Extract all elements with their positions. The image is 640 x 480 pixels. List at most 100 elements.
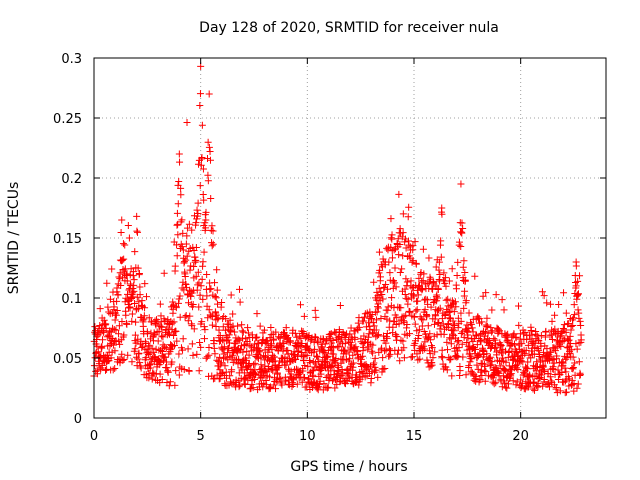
data-point: [96, 353, 104, 361]
data-point: [543, 299, 551, 307]
data-point: [134, 264, 142, 272]
data-point: [133, 227, 141, 235]
data-point: [503, 384, 511, 392]
data-point: [163, 364, 171, 372]
data-point: [394, 350, 402, 358]
data-point: [201, 326, 209, 334]
data-point: [376, 266, 384, 274]
data-point: [465, 362, 473, 370]
data-point: [471, 346, 479, 354]
data-point: [194, 199, 202, 207]
data-point: [524, 358, 532, 366]
data-point: [380, 283, 388, 291]
data-point: [574, 380, 582, 388]
data-point: [415, 274, 423, 282]
data-point: [501, 367, 509, 375]
data-point: [103, 365, 111, 373]
data-point: [360, 332, 368, 340]
data-point: [286, 338, 294, 346]
data-point: [253, 333, 261, 341]
data-point: [107, 354, 115, 362]
data-point: [399, 229, 407, 237]
data-point: [540, 366, 548, 374]
data-point: [522, 364, 530, 372]
data-point: [134, 355, 142, 363]
data-point: [498, 296, 506, 304]
data-point: [458, 229, 466, 237]
data-point: [182, 280, 190, 288]
data-point: [354, 319, 362, 327]
data-point: [399, 210, 407, 218]
data-point: [394, 235, 402, 243]
data-point: [108, 265, 116, 273]
data-point: [481, 377, 489, 385]
data-point: [288, 379, 296, 387]
data-point: [321, 357, 329, 365]
data-point: [455, 337, 463, 345]
data-point: [468, 324, 476, 332]
data-point: [267, 340, 275, 348]
data-point: [270, 353, 278, 361]
data-point: [414, 356, 422, 364]
data-point: [432, 312, 440, 320]
data-point: [434, 285, 442, 293]
data-point: [214, 300, 222, 308]
data-point: [205, 306, 213, 314]
data-point: [321, 349, 329, 357]
data-point: [375, 331, 383, 339]
data-point: [129, 284, 137, 292]
data-point: [179, 335, 187, 343]
data-point: [560, 289, 568, 297]
data-point: [177, 191, 185, 199]
data-point: [190, 325, 198, 333]
data-point: [203, 292, 211, 300]
data-point: [227, 291, 235, 299]
data-point: [514, 366, 522, 374]
data-point: [372, 366, 380, 374]
data-point: [207, 194, 215, 202]
data-point: [194, 268, 202, 276]
data-point: [174, 200, 182, 208]
data-point: [566, 349, 574, 357]
data-point: [270, 381, 278, 389]
data-point: [494, 368, 502, 376]
data-point: [563, 388, 571, 396]
data-point: [562, 368, 570, 376]
data-point: [417, 315, 425, 323]
data-point: [110, 325, 118, 333]
data-point: [123, 320, 131, 328]
data-point: [179, 346, 187, 354]
data-point: [173, 209, 181, 217]
x-tick-labels: 0 5 10 15 20: [90, 429, 529, 444]
data-point: [171, 381, 179, 389]
data-point: [416, 282, 424, 290]
data-point: [488, 328, 496, 336]
data-point: [399, 252, 407, 260]
data-point: [301, 374, 309, 382]
y-tick-label: 0.2: [61, 172, 82, 187]
data-point: [168, 319, 176, 327]
data-point: [497, 341, 505, 349]
data-point: [454, 324, 462, 332]
data-point: [449, 325, 457, 333]
data-point: [455, 238, 463, 246]
data-point: [293, 380, 301, 388]
data-point: [349, 351, 357, 359]
data-point: [568, 346, 576, 354]
data-point: [321, 340, 329, 348]
data-point: [346, 355, 354, 363]
data-point: [142, 293, 150, 301]
data-point: [294, 347, 302, 355]
data-point: [281, 353, 289, 361]
data-point: [546, 373, 554, 381]
data-point: [329, 337, 337, 345]
chart-title: Day 128 of 2020, SRMTID for receiver nul…: [199, 20, 499, 36]
data-point: [118, 318, 126, 326]
data-point: [266, 373, 274, 381]
data-point: [375, 248, 383, 256]
data-point: [198, 318, 206, 326]
data-point: [113, 284, 121, 292]
data-point: [473, 341, 481, 349]
data-point: [562, 355, 570, 363]
